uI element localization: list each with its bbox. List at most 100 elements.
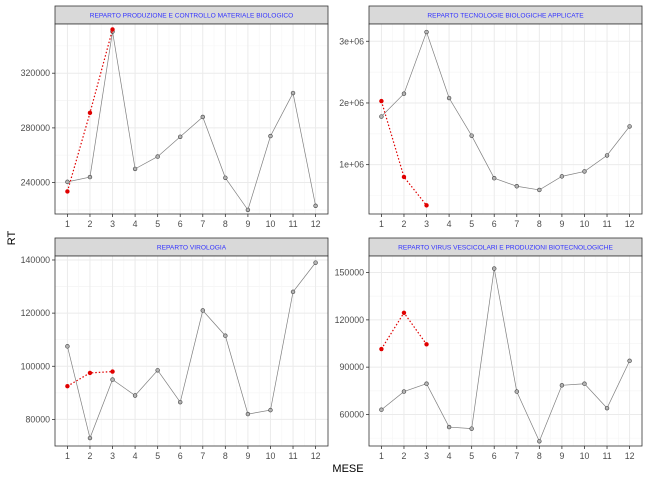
y-tick-label: 120000 xyxy=(21,308,50,318)
x-tick-label: 1 xyxy=(379,219,384,229)
x-tick-label: 10 xyxy=(580,219,590,229)
data-point-previous xyxy=(290,90,296,96)
x-tick-label: 11 xyxy=(288,219,297,229)
chart-panel-4: REPARTO VIRUS VESCICOLARI E PRODUZIONI B… xyxy=(335,237,643,461)
data-point-previous xyxy=(401,389,407,394)
x-tick-label: 11 xyxy=(602,451,611,461)
y-tick-label: 80000 xyxy=(26,414,51,424)
data-point-previous xyxy=(604,153,610,158)
data-point-previous xyxy=(200,114,205,120)
x-tick-label: 10 xyxy=(266,219,276,229)
x-tick-label: 3 xyxy=(424,451,429,461)
data-point-previous xyxy=(514,184,519,189)
data-point-previous xyxy=(559,174,565,179)
data-point-previous xyxy=(110,377,115,382)
x-tick-label: 2 xyxy=(88,219,93,229)
y-tick-label: 150000 xyxy=(335,268,364,278)
x-tick-label: 1 xyxy=(65,219,70,229)
x-tick-label: 3 xyxy=(424,219,429,229)
x-tick-label: 12 xyxy=(625,451,635,461)
data-point-previous xyxy=(469,426,474,431)
chart-panel-1: REPARTO PRODUZIONE E CONTROLLO MATERIALE… xyxy=(21,5,329,229)
data-point-current xyxy=(87,370,93,376)
y-tick-label: 1e+06 xyxy=(339,160,364,170)
x-tick-label: 11 xyxy=(288,451,297,461)
data-point-previous xyxy=(290,289,296,295)
x-tick-label: 11 xyxy=(602,219,611,229)
data-point-previous xyxy=(178,399,183,405)
panel-title: REPARTO PRODUZIONE E CONTROLLO MATERIALE… xyxy=(90,12,294,19)
data-point-previous xyxy=(492,266,497,271)
x-tick-label: 7 xyxy=(514,451,519,461)
y-tick-label: 100000 xyxy=(21,361,50,371)
x-tick-label: 5 xyxy=(469,451,474,461)
data-point-previous xyxy=(223,175,228,180)
data-point-previous xyxy=(514,389,519,394)
y-tick-label: 280000 xyxy=(21,123,50,133)
data-point-previous xyxy=(582,169,587,174)
x-tick-label: 8 xyxy=(223,219,228,229)
x-tick-label: 10 xyxy=(580,451,590,461)
x-tick-label: 6 xyxy=(492,451,497,461)
data-point-previous xyxy=(200,308,205,313)
x-tick-label: 2 xyxy=(402,219,407,229)
x-tick-label: 4 xyxy=(447,451,452,461)
y-tick-label: 90000 xyxy=(340,362,365,372)
data-point-previous xyxy=(582,381,587,386)
panel-border xyxy=(54,255,329,447)
x-tick-label: 5 xyxy=(469,219,474,229)
x-tick-label: 4 xyxy=(447,219,452,229)
data-point-previous xyxy=(446,95,452,101)
series-line-previous xyxy=(381,268,630,443)
data-point-current xyxy=(379,346,384,352)
x-tick-label: 12 xyxy=(311,219,321,229)
x-tick-label: 9 xyxy=(559,451,564,461)
x-tick-label: 2 xyxy=(88,451,93,461)
x-tick-label: 6 xyxy=(492,219,497,229)
x-tick-label: 7 xyxy=(200,451,205,461)
data-point-previous xyxy=(469,133,474,138)
data-point-current xyxy=(379,98,384,104)
x-tick-label: 6 xyxy=(178,219,183,229)
x-tick-label: 8 xyxy=(537,219,542,229)
data-point-previous xyxy=(559,383,565,388)
panel-title: REPARTO VIRUS VESCICOLARI E PRODUZIONI B… xyxy=(398,244,613,251)
x-tick-label: 9 xyxy=(245,219,250,229)
panel-title: REPARTO VIROLOGIA xyxy=(157,244,227,251)
x-tick-label: 12 xyxy=(625,219,635,229)
chart-panel-2: REPARTO TECNOLOGIE BIOLOGICHE APPLICATE 1… xyxy=(339,5,643,229)
data-point-previous xyxy=(132,166,138,172)
y-tick-label: 120000 xyxy=(335,315,364,325)
y-tick-label: 60000 xyxy=(340,409,365,419)
y-axis-title: RT xyxy=(6,230,18,245)
y-tick-label: 3e+06 xyxy=(339,36,364,46)
data-point-previous xyxy=(245,411,251,417)
x-tick-label: 7 xyxy=(514,219,519,229)
data-point-previous xyxy=(223,333,228,338)
x-tick-label: 7 xyxy=(200,219,205,229)
data-point-current xyxy=(401,174,407,180)
x-tick-label: 12 xyxy=(311,451,321,461)
data-point-previous xyxy=(537,187,542,193)
data-point-previous xyxy=(87,435,93,441)
x-tick-label: 9 xyxy=(559,219,564,229)
data-point-current xyxy=(424,342,429,347)
data-point-current xyxy=(65,189,70,194)
data-point-previous xyxy=(245,207,251,213)
x-tick-label: 3 xyxy=(110,219,115,229)
data-point-previous xyxy=(446,424,452,430)
x-tick-label: 9 xyxy=(245,451,250,461)
data-point-previous xyxy=(155,368,160,373)
data-point-previous xyxy=(155,154,160,159)
x-tick-label: 10 xyxy=(266,451,276,461)
data-point-previous xyxy=(424,381,429,386)
y-tick-label: 240000 xyxy=(21,178,50,188)
data-point-previous xyxy=(537,439,542,444)
panel-border xyxy=(54,23,329,215)
data-point-previous xyxy=(424,29,429,35)
panel-title: REPARTO TECNOLOGIE BIOLOGICHE APPLICATE xyxy=(427,12,584,19)
data-point-previous xyxy=(313,203,318,208)
panel-border xyxy=(368,255,643,447)
